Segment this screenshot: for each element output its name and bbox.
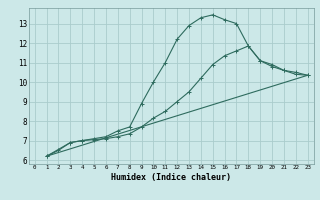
X-axis label: Humidex (Indice chaleur): Humidex (Indice chaleur) bbox=[111, 173, 231, 182]
